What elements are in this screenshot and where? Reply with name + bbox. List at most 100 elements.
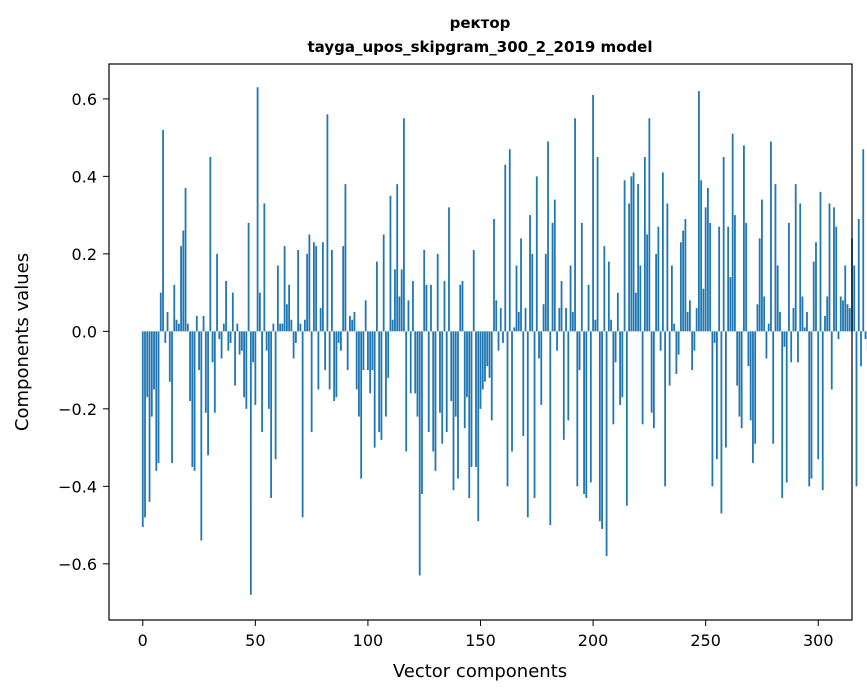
bar bbox=[248, 223, 250, 331]
bar bbox=[626, 331, 628, 505]
bar bbox=[700, 180, 702, 331]
bar bbox=[716, 331, 718, 459]
bar bbox=[529, 215, 531, 331]
bar bbox=[284, 246, 286, 331]
bar bbox=[761, 200, 763, 332]
bar bbox=[815, 242, 817, 331]
bar bbox=[378, 331, 380, 432]
bar bbox=[367, 331, 369, 370]
bar bbox=[707, 188, 709, 331]
bar bbox=[806, 312, 808, 331]
bar bbox=[657, 227, 659, 332]
bar bbox=[817, 331, 819, 459]
bar bbox=[173, 285, 175, 331]
bar bbox=[263, 203, 265, 331]
bar bbox=[385, 331, 387, 416]
bar bbox=[374, 331, 376, 447]
bar bbox=[336, 331, 338, 397]
bar bbox=[239, 331, 241, 354]
bar bbox=[480, 331, 482, 408]
bar bbox=[414, 331, 416, 393]
bar bbox=[340, 331, 342, 350]
bar bbox=[160, 293, 162, 332]
bar bbox=[770, 141, 772, 331]
bar bbox=[500, 308, 502, 331]
bar bbox=[290, 320, 292, 332]
bar bbox=[286, 304, 288, 331]
y-tick-label: 0.6 bbox=[72, 90, 97, 109]
bar bbox=[435, 331, 437, 470]
bar bbox=[840, 296, 842, 331]
bar bbox=[682, 231, 684, 332]
bar bbox=[518, 312, 520, 331]
bar bbox=[430, 285, 432, 331]
bar bbox=[633, 172, 635, 331]
bar bbox=[570, 265, 572, 331]
bar bbox=[849, 308, 851, 331]
bar bbox=[619, 331, 621, 405]
bar bbox=[743, 145, 745, 331]
bar bbox=[266, 331, 268, 350]
bar bbox=[444, 281, 446, 331]
y-tick-label: 0.4 bbox=[72, 167, 97, 186]
bar bbox=[347, 331, 349, 370]
bar bbox=[275, 331, 277, 459]
bar bbox=[838, 331, 840, 339]
bar bbox=[554, 200, 556, 332]
bar bbox=[583, 331, 585, 494]
bar bbox=[376, 262, 378, 332]
bar bbox=[531, 254, 533, 331]
bar bbox=[459, 285, 461, 331]
bar bbox=[793, 308, 795, 331]
bar bbox=[860, 331, 862, 366]
bar bbox=[167, 312, 169, 331]
bar bbox=[317, 331, 319, 389]
bar bbox=[218, 331, 220, 339]
bar bbox=[257, 87, 259, 331]
bar bbox=[254, 331, 256, 405]
bar bbox=[543, 304, 545, 331]
bar bbox=[489, 331, 491, 377]
bar bbox=[502, 331, 504, 343]
bar bbox=[648, 118, 650, 331]
bar bbox=[486, 331, 488, 366]
bar bbox=[466, 331, 468, 397]
bar bbox=[856, 331, 858, 486]
bar bbox=[588, 285, 590, 331]
bar bbox=[216, 254, 218, 331]
bar bbox=[779, 312, 781, 331]
bar bbox=[245, 331, 247, 408]
bar bbox=[552, 223, 554, 331]
bar bbox=[509, 149, 511, 331]
bar bbox=[820, 192, 822, 331]
bar bbox=[234, 331, 236, 385]
bar bbox=[196, 316, 198, 332]
bar bbox=[727, 227, 729, 332]
bar bbox=[457, 331, 459, 478]
bar bbox=[383, 234, 385, 331]
bar bbox=[734, 215, 736, 331]
bar bbox=[432, 331, 434, 451]
bar bbox=[324, 331, 326, 370]
bar bbox=[712, 331, 714, 486]
bar bbox=[198, 331, 200, 370]
bar bbox=[477, 331, 479, 521]
bar bbox=[835, 227, 837, 332]
bar bbox=[574, 118, 576, 331]
bar bbox=[705, 207, 707, 331]
bar bbox=[471, 331, 473, 467]
bar bbox=[158, 331, 160, 463]
bar bbox=[603, 246, 605, 331]
bar bbox=[624, 180, 626, 331]
bar bbox=[223, 324, 225, 332]
bar bbox=[811, 331, 813, 478]
bar bbox=[545, 254, 547, 331]
bar bbox=[513, 327, 515, 331]
bar bbox=[766, 331, 768, 358]
bar bbox=[369, 331, 371, 393]
bar bbox=[775, 184, 777, 331]
bar bbox=[302, 331, 304, 517]
bar bbox=[270, 331, 272, 498]
bar bbox=[252, 331, 254, 362]
